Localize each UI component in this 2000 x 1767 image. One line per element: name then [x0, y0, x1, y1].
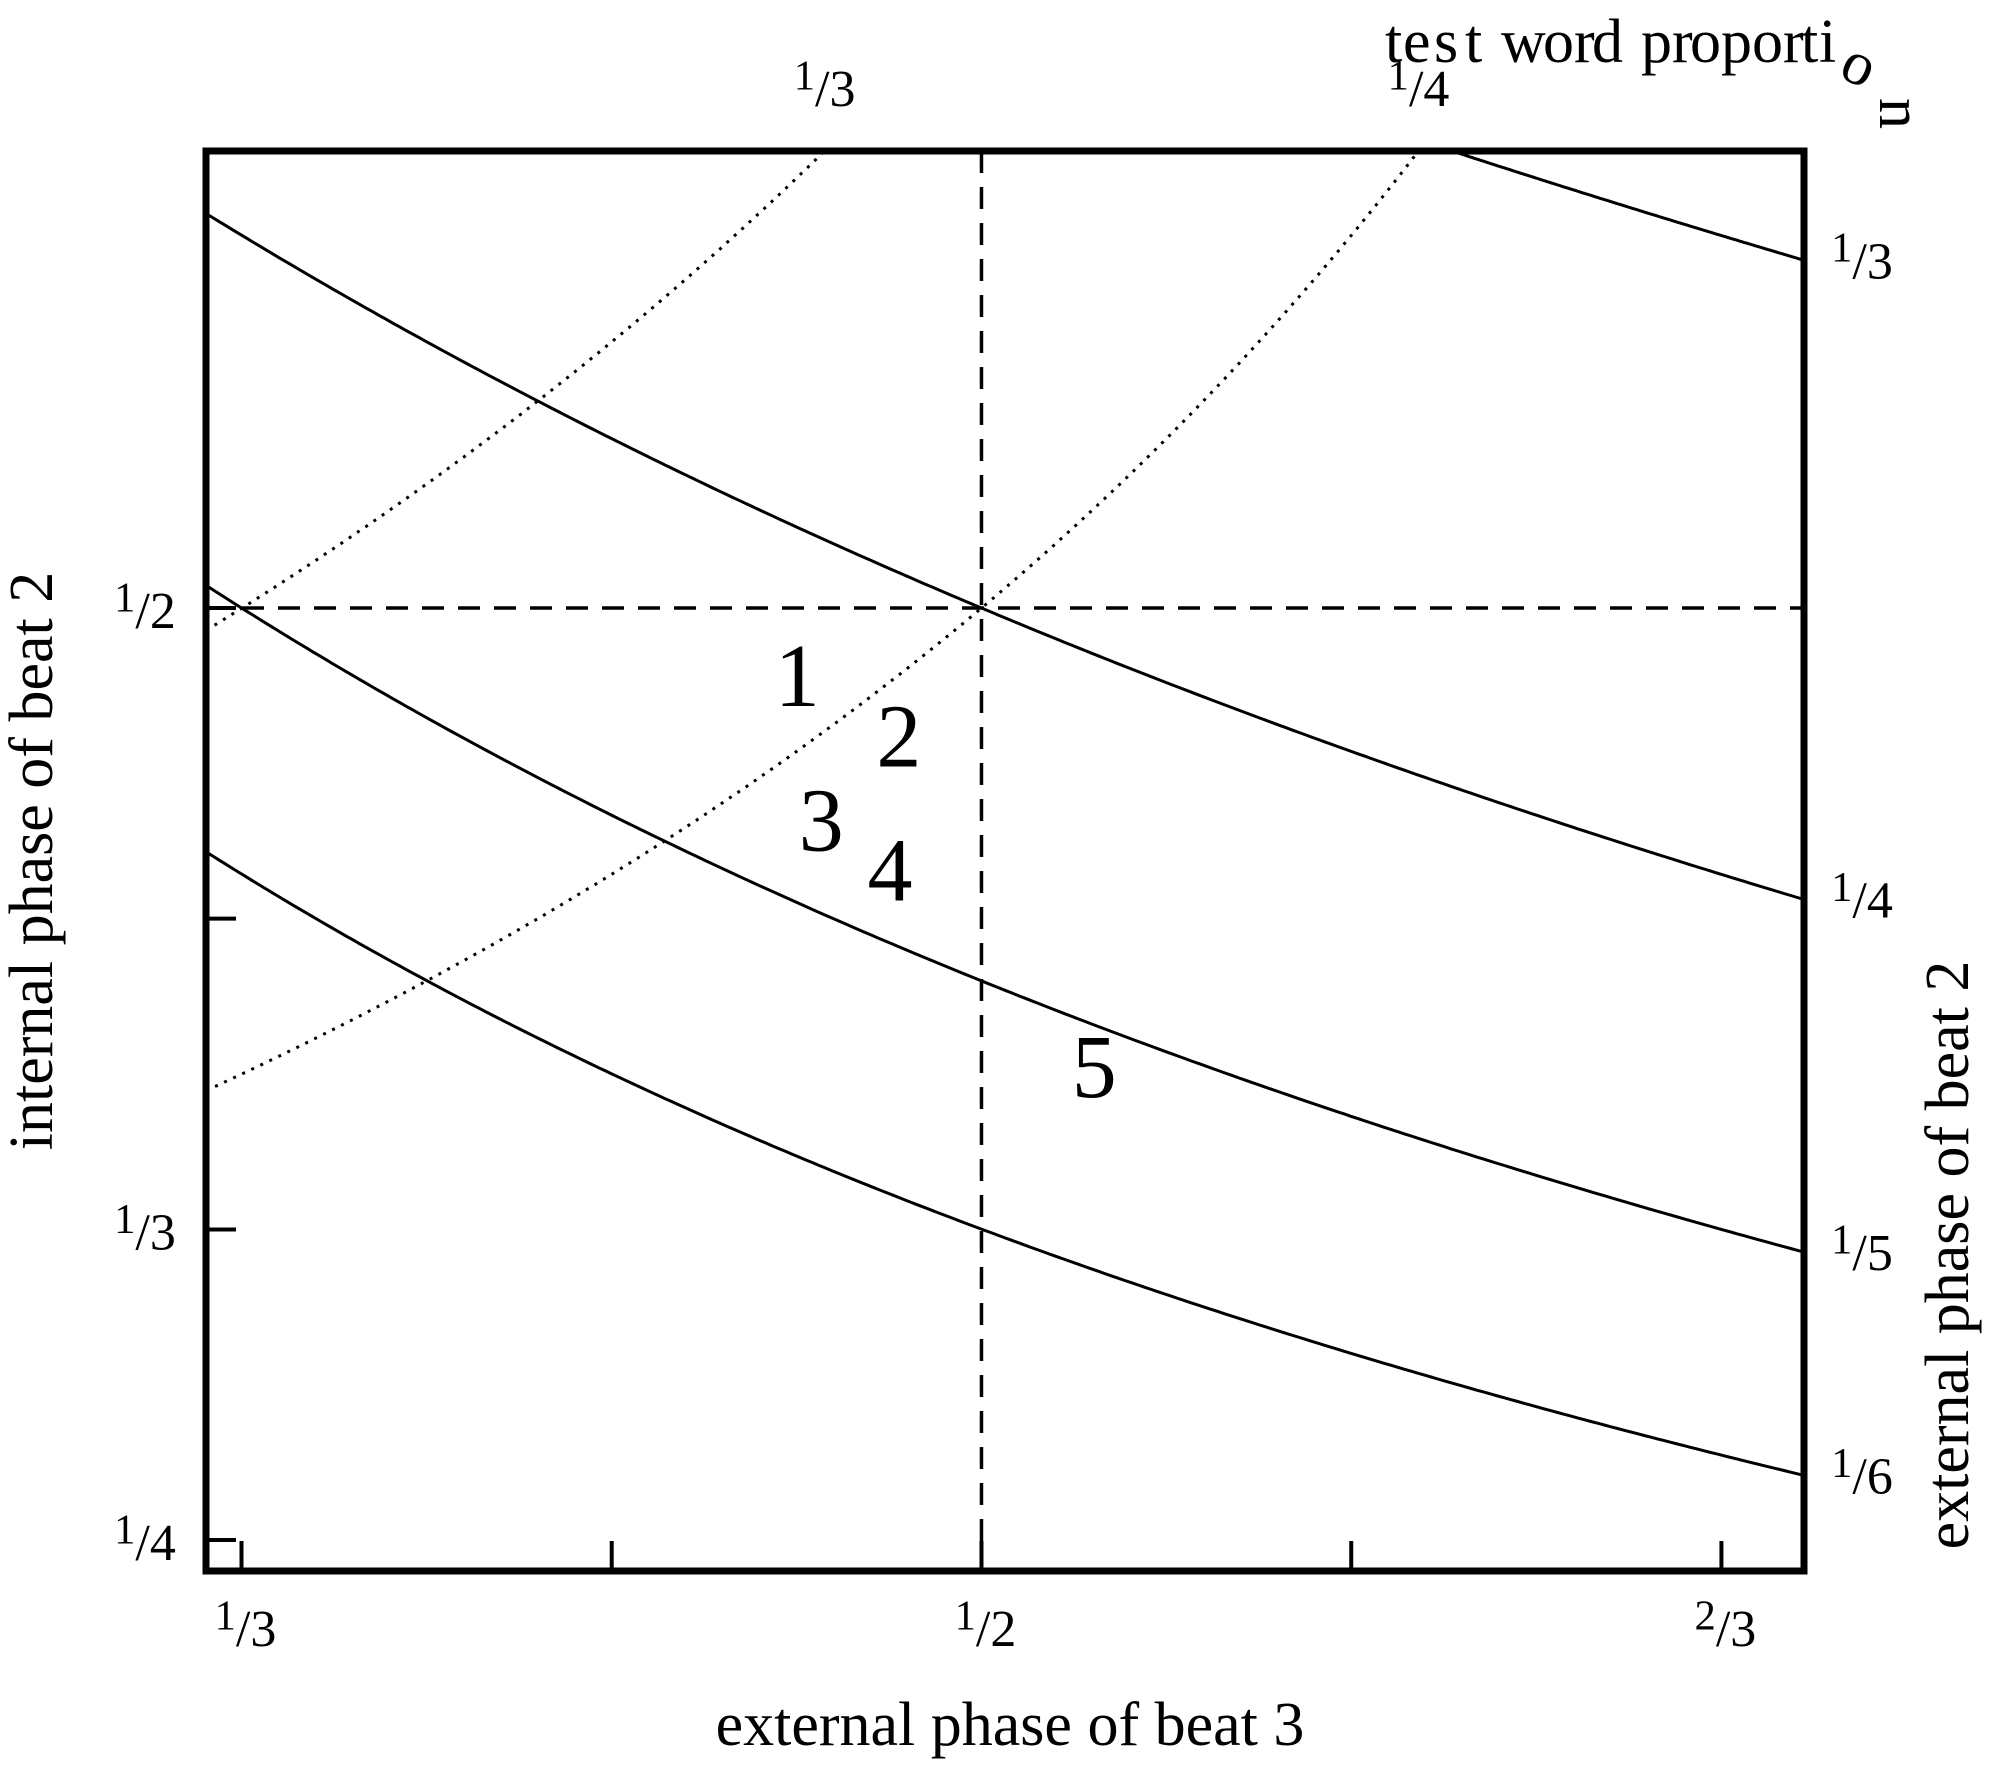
region-label: 2	[876, 687, 921, 786]
contour-external-beat2	[205, 584, 1805, 1254]
contour-test-word-proportion	[205, 150, 1420, 1093]
top-axis-title-letter: d	[1592, 8, 1623, 76]
y-tick-label: 1/2	[114, 574, 176, 640]
top-axis-title-letter: n	[1866, 98, 1934, 129]
y-axis-title: internal phase of beat 2	[0, 572, 66, 1150]
x-axis-title: external phase of beat 3	[716, 1691, 1305, 1759]
top-axis-title-letter: t	[1385, 8, 1402, 76]
x-tick-label: 1/2	[955, 1592, 1017, 1658]
region-label: 3	[799, 772, 844, 871]
contour-label-top: 1/3	[794, 52, 856, 118]
top-axis-title-letter: p	[1641, 8, 1672, 76]
contour-external-beat2	[205, 850, 1805, 1477]
contour-test-word-proportion	[205, 150, 826, 632]
top-axis-title-letter: p	[1721, 8, 1752, 76]
contour-label-right: 1/3	[1831, 225, 1893, 291]
contour-label-right: 1/6	[1831, 1440, 1893, 1506]
contour-label-top: 1/4	[1388, 52, 1450, 118]
top-axis-title-letter: o	[1831, 27, 1888, 102]
top-axis-title-letter: i	[1819, 8, 1836, 76]
y-tick-label: 1/3	[114, 1196, 176, 1262]
curve-layer	[205, 149, 1805, 1477]
region-label: 5	[1072, 1018, 1117, 1117]
label-layer: 1/3 1/4 1/5 1/6 1/4 1/3 1/3 1/2 2/3 1/4 1/3 1/2 1234…	[114, 8, 1934, 1658]
contour-external-beat2	[1452, 149, 1805, 262]
contour-external-beat2	[205, 212, 1805, 901]
tick-layer	[206, 606, 1724, 1571]
top-axis-title-letter: s	[1434, 8, 1458, 76]
y-tick-label: 1/4	[114, 1506, 176, 1572]
x-tick-label: 2/3	[1695, 1592, 1757, 1658]
top-axis-title-letter: t	[1801, 8, 1818, 76]
top-axis-title-letter: e	[1403, 8, 1431, 76]
top-axis-title-letter: r	[1783, 8, 1804, 76]
top-axis-title-letter: o	[1543, 8, 1574, 76]
region-label: 4	[868, 822, 913, 921]
right-axis-title: external phase of beat 2	[1914, 961, 1982, 1550]
top-axis-title-letter: o	[1690, 8, 1721, 76]
contour-label-right: 1/5	[1831, 1217, 1893, 1283]
top-axis-title-letter: r	[1574, 8, 1595, 76]
top-axis-title-letter: w	[1501, 8, 1546, 76]
x-tick-label: 1/3	[215, 1592, 277, 1658]
reference-line-layer	[206, 151, 1804, 1571]
top-axis-title-letter: o	[1752, 8, 1783, 76]
region-label: 1	[775, 627, 820, 726]
contour-label-right: 1/4	[1831, 864, 1893, 930]
top-axis-title-letter: r	[1672, 8, 1693, 76]
top-axis-title-letter: t	[1465, 8, 1482, 76]
plot-frame	[202, 147, 1808, 1575]
